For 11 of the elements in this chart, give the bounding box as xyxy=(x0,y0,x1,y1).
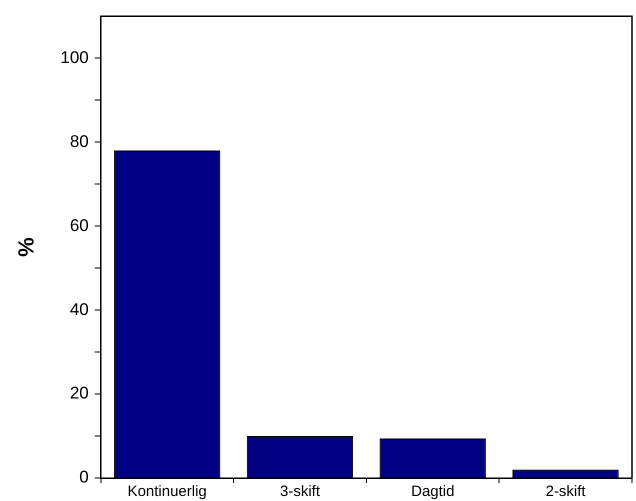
y-axis-title: % xyxy=(13,237,38,257)
y-tick-label: 40 xyxy=(70,300,89,319)
x-tick-label: Kontinuerlig xyxy=(128,483,207,500)
x-tick-label: Dagtid xyxy=(411,483,454,500)
y-tick-label: 80 xyxy=(70,132,89,151)
y-tick-label: 0 xyxy=(79,468,89,487)
x-tick-label: 2-skift xyxy=(546,483,586,500)
y-tick-label: 100 xyxy=(60,48,89,67)
y-tick-label: 60 xyxy=(70,216,89,235)
x-tick-label: 3-skift xyxy=(280,483,321,500)
y-tick-label: 20 xyxy=(70,384,89,403)
